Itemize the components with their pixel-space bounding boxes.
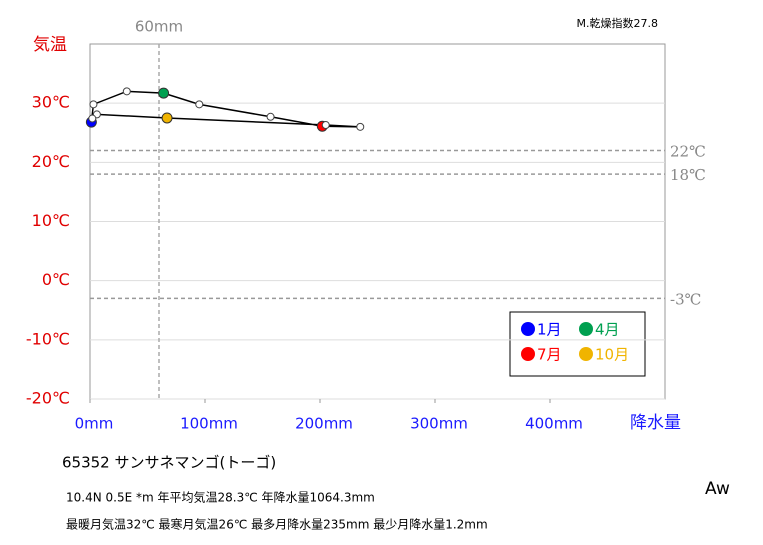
y-tick-label: 10℃ [32, 211, 70, 230]
month-marker [266, 112, 275, 121]
climate-class: Aw [705, 479, 730, 499]
month-marker [356, 122, 365, 131]
y-tick-label: 30℃ [32, 93, 70, 112]
reference-label: 22℃ [670, 143, 706, 161]
info-line: 最暖月気温32℃ 最寒月気温26℃ 最多月降水量235mm 最少月降水量1.2m… [66, 517, 488, 532]
x-tick-label: 0mm [75, 415, 114, 433]
legend-label: 7月 [537, 346, 562, 364]
station-name: 65352 サンサネマンゴ(トーゴ) [62, 454, 276, 472]
x-tick-label: 200mm [295, 415, 353, 433]
y-tick-label: -10℃ [26, 329, 70, 348]
month-marker [88, 114, 97, 123]
reference-label: -3℃ [670, 290, 701, 308]
y-tick-label: 20℃ [32, 152, 70, 171]
x-tick-label: 100mm [180, 415, 238, 433]
legend-marker [521, 322, 535, 336]
month-marker [158, 87, 170, 99]
month-marker [89, 100, 98, 109]
month-marker [321, 121, 330, 130]
x-tick-label: 400mm [525, 415, 583, 433]
reference-label: 18℃ [670, 166, 706, 184]
legend-marker [521, 347, 535, 361]
x-tick-label: 300mm [410, 415, 468, 433]
dryness-index: M.乾燥指数27.8 [577, 16, 658, 30]
legend-label: 10月 [595, 346, 629, 364]
legend-marker [579, 322, 593, 336]
y-tick-label: 0℃ [42, 270, 70, 289]
legend-marker [579, 347, 593, 361]
legend [509, 311, 646, 377]
month-marker [195, 100, 204, 109]
legend-label: 1月 [537, 321, 562, 339]
y-axis-label: 気温 [33, 35, 67, 55]
info-line: 10.4N 0.5E *m 年平均気温28.3℃ 年降水量1064.3mm [66, 490, 375, 505]
month-marker [122, 87, 131, 96]
x-axis-label: 降水量 [630, 413, 681, 433]
legend-label: 4月 [595, 321, 620, 339]
reference-vline-label: 60mm [135, 18, 183, 36]
y-tick-label: -20℃ [26, 389, 70, 408]
month-marker [161, 112, 173, 124]
